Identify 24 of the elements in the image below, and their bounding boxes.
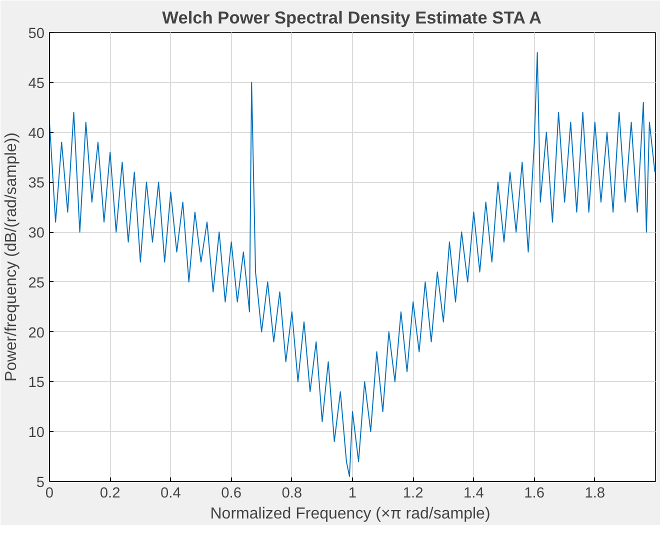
line-series xyxy=(50,52,656,478)
x-tick-label: 1.6 xyxy=(524,486,544,502)
y-tick-label: 30 xyxy=(28,226,45,242)
y-axis-title: Power/frequency (dB/(rad/sample)) xyxy=(3,132,20,382)
x-tick-label: 1.2 xyxy=(402,486,424,502)
y-tick-label: 50 xyxy=(28,26,45,42)
y-tick-label: 40 xyxy=(28,126,45,142)
x-tick-label: 0.6 xyxy=(221,486,242,502)
x-tick-label: 1.8 xyxy=(584,486,606,502)
x-tick-label: 1.4 xyxy=(464,486,484,502)
x-tick-label: 0.2 xyxy=(100,486,120,502)
y-tick-label: 45 xyxy=(28,76,45,92)
x-tick-label: 0 xyxy=(45,486,54,502)
y-tick-label: 35 xyxy=(28,176,45,192)
y-tick-label: 10 xyxy=(28,425,45,442)
y-tick-label: 15 xyxy=(28,375,45,392)
x-axis-title: Normalized Frequency (×π rad/sample) xyxy=(210,506,490,522)
y-tick-label: 5 xyxy=(36,475,45,491)
x-tick-label: 0.4 xyxy=(160,486,181,502)
x-tick-label: 1 xyxy=(348,486,357,502)
chart-title: Welch Power Spectral Density Estimate STA A xyxy=(162,8,542,28)
y-tick-label: 25 xyxy=(28,275,45,292)
x-tick-label: 0.8 xyxy=(282,486,302,502)
y-tick-label: 20 xyxy=(28,325,45,342)
